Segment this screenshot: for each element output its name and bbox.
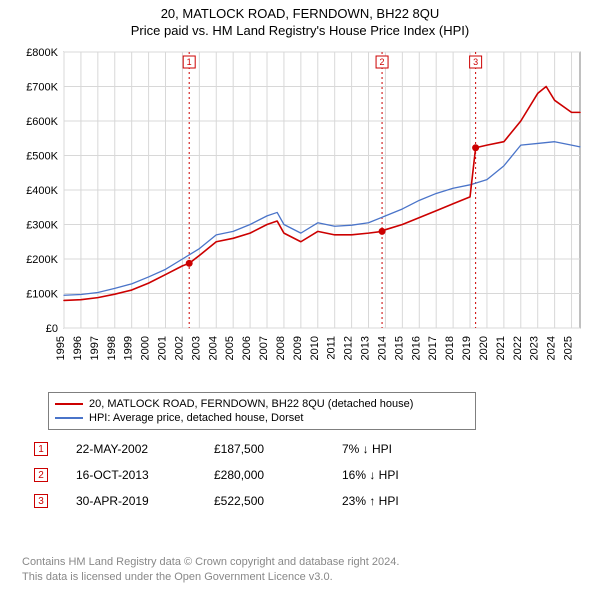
x-tick-label: 1997 xyxy=(89,336,101,360)
footer-line-2: This data is licensed under the Open Gov… xyxy=(22,570,399,584)
x-tick-label: 2015 xyxy=(393,336,405,360)
y-tick-label: £200K xyxy=(26,254,58,266)
legend-label: 20, MATLOCK ROAD, FERNDOWN, BH22 8QU (de… xyxy=(89,398,413,410)
y-tick-label: £800K xyxy=(26,47,58,59)
sale-date: 30-APR-2019 xyxy=(76,494,186,508)
x-tick-label: 2003 xyxy=(190,336,202,360)
x-tick-label: 2013 xyxy=(360,336,372,360)
x-tick-label: 2001 xyxy=(157,336,169,360)
x-tick-label: 2004 xyxy=(207,336,219,360)
x-tick-label: 2011 xyxy=(326,336,338,360)
x-tick-label: 2010 xyxy=(309,336,321,360)
sale-row: 1 22-MAY-2002 £187,500 7% ↓ HPI xyxy=(34,436,432,462)
y-tick-label: £0 xyxy=(46,323,58,335)
footer-line-1: Contains HM Land Registry data © Crown c… xyxy=(22,555,399,569)
x-tick-label: 1996 xyxy=(72,336,84,360)
legend-label: HPI: Average price, detached house, Dors… xyxy=(89,412,303,424)
y-tick-label: £700K xyxy=(26,82,58,94)
x-tick-label: 2022 xyxy=(512,336,524,360)
x-tick-label: 2017 xyxy=(427,336,439,360)
x-tick-label: 2014 xyxy=(376,336,388,360)
legend-entry: 20, MATLOCK ROAD, FERNDOWN, BH22 8QU (de… xyxy=(55,397,469,411)
x-tick-label: 2012 xyxy=(343,336,355,360)
x-tick-label: 1998 xyxy=(106,336,118,360)
series-price_paid xyxy=(64,87,580,301)
x-tick-label: 2021 xyxy=(495,336,507,360)
sale-date: 16-OCT-2013 xyxy=(76,468,186,482)
y-tick-label: £100K xyxy=(26,289,58,301)
x-tick-label: 2005 xyxy=(224,336,236,360)
series-hpi xyxy=(64,142,580,296)
x-tick-label: 2016 xyxy=(410,336,422,360)
sale-price: £522,500 xyxy=(214,494,314,508)
x-tick-label: 2007 xyxy=(258,336,270,360)
sale-marker-label: 1 xyxy=(187,57,192,67)
y-tick-label: £500K xyxy=(26,151,58,163)
x-tick-label: 1999 xyxy=(123,336,135,360)
sale-diff: 7% ↓ HPI xyxy=(342,442,432,456)
x-tick-label: 2018 xyxy=(444,336,456,360)
chart-svg: £0 £100K £200K £300K £400K £500K £600K £700K £80… xyxy=(14,46,586,380)
x-tick-label: 2002 xyxy=(173,336,185,360)
sales-table: 1 22-MAY-2002 £187,500 7% ↓ HPI 2 16-OCT-2013… xyxy=(34,436,432,514)
sale-diff: 23% ↑ HPI xyxy=(342,494,432,508)
x-tick-label: 2006 xyxy=(241,336,253,360)
x-tick-label: 2020 xyxy=(478,336,490,360)
y-tick-label: £400K xyxy=(26,185,58,197)
legend-entry: HPI: Average price, detached house, Dors… xyxy=(55,411,469,425)
chart-title: 20, MATLOCK ROAD, FERNDOWN, BH22 8QU xyxy=(0,0,600,21)
sale-price: £187,500 xyxy=(214,442,314,456)
x-tick-label: 2025 xyxy=(563,336,575,360)
sale-marker: 3 xyxy=(34,494,48,508)
sale-marker-label: 3 xyxy=(473,57,478,67)
x-tick-label: 2023 xyxy=(529,336,541,360)
sale-marker: 2 xyxy=(34,468,48,482)
legend: 20, MATLOCK ROAD, FERNDOWN, BH22 8QU (de… xyxy=(48,392,476,430)
x-tick-label: 2024 xyxy=(546,336,558,360)
chart-area: £0 £100K £200K £300K £400K £500K £600K £700K £80… xyxy=(14,46,586,380)
sale-price: £280,000 xyxy=(214,468,314,482)
x-tick-label: 2009 xyxy=(292,336,304,360)
legend-swatch xyxy=(55,417,83,419)
sale-date: 22-MAY-2002 xyxy=(76,442,186,456)
chart-subtitle: Price paid vs. HM Land Registry's House … xyxy=(0,21,600,42)
y-tick-label: £600K xyxy=(26,116,58,128)
legend-swatch xyxy=(55,403,83,405)
sale-row: 3 30-APR-2019 £522,500 23% ↑ HPI xyxy=(34,488,432,514)
chart-container: 20, MATLOCK ROAD, FERNDOWN, BH22 8QU Pri… xyxy=(0,0,600,590)
sale-diff: 16% ↓ HPI xyxy=(342,468,432,482)
sale-row: 2 16-OCT-2013 £280,000 16% ↓ HPI xyxy=(34,462,432,488)
footer: Contains HM Land Registry data © Crown c… xyxy=(22,555,399,584)
x-tick-label: 2019 xyxy=(461,336,473,360)
y-tick-label: £300K xyxy=(26,220,58,232)
x-tick-label: 2000 xyxy=(140,336,152,360)
sale-marker: 1 xyxy=(34,442,48,456)
x-tick-label: 1995 xyxy=(55,336,67,360)
x-tick-label: 2008 xyxy=(275,336,287,360)
sale-marker-label: 2 xyxy=(380,57,385,67)
